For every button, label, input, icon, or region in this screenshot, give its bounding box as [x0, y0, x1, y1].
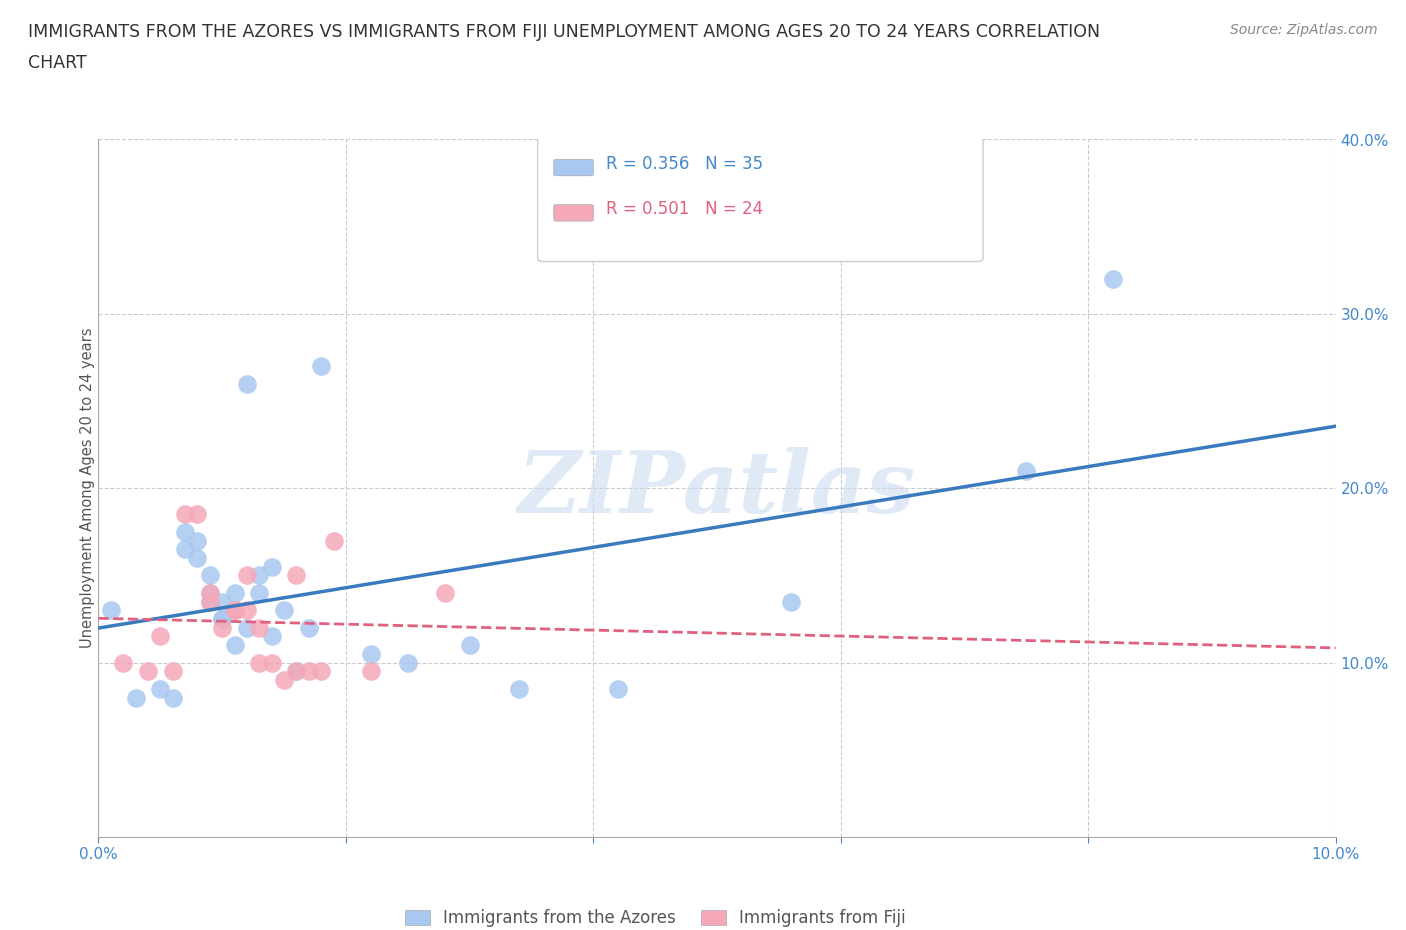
Point: [224, 586, 246, 601]
Text: IMMIGRANTS FROM THE AZORES VS IMMIGRANTS FROM FIJI UNEMPLOYMENT AMONG AGES 20 TO: IMMIGRANTS FROM THE AZORES VS IMMIGRANTS…: [28, 23, 1101, 41]
Point: [309, 664, 332, 679]
Point: [224, 603, 246, 618]
Point: [508, 682, 530, 697]
Point: [247, 655, 270, 670]
Text: Source: ZipAtlas.com: Source: ZipAtlas.com: [1230, 23, 1378, 37]
Point: [112, 655, 135, 670]
Point: [780, 594, 803, 609]
Point: [285, 568, 308, 583]
Point: [198, 586, 221, 601]
Point: [198, 594, 221, 609]
Point: [136, 664, 159, 679]
Point: [211, 620, 233, 635]
Point: [309, 359, 332, 374]
Point: [162, 690, 184, 705]
Point: [236, 603, 259, 618]
Point: [285, 664, 308, 679]
Point: [198, 594, 221, 609]
Point: [298, 620, 321, 635]
Point: [285, 664, 308, 679]
Text: CHART: CHART: [28, 54, 87, 72]
Point: [174, 507, 197, 522]
Point: [174, 525, 197, 539]
Point: [360, 664, 382, 679]
Point: [236, 568, 259, 583]
Point: [247, 568, 270, 583]
Point: [360, 646, 382, 661]
Point: [1015, 463, 1038, 478]
Point: [433, 586, 456, 601]
FancyBboxPatch shape: [554, 205, 593, 221]
FancyBboxPatch shape: [554, 159, 593, 176]
Point: [1102, 272, 1125, 286]
Y-axis label: Unemployment Among Ages 20 to 24 years: Unemployment Among Ages 20 to 24 years: [80, 328, 94, 648]
Point: [149, 682, 172, 697]
Point: [211, 594, 233, 609]
Point: [236, 376, 259, 391]
Point: [186, 551, 208, 565]
Point: [198, 568, 221, 583]
Point: [174, 542, 197, 557]
Point: [149, 629, 172, 644]
Point: [162, 664, 184, 679]
Point: [260, 655, 283, 670]
Point: [100, 603, 122, 618]
Point: [247, 586, 270, 601]
Point: [224, 603, 246, 618]
Point: [198, 586, 221, 601]
Point: [322, 533, 344, 548]
Point: [224, 638, 246, 653]
Point: [260, 559, 283, 574]
Point: [273, 603, 295, 618]
Point: [224, 603, 246, 618]
Point: [396, 655, 419, 670]
Text: R = 0.501   N = 24: R = 0.501 N = 24: [606, 200, 763, 219]
FancyBboxPatch shape: [537, 133, 983, 261]
Point: [298, 664, 321, 679]
Point: [124, 690, 146, 705]
Text: ZIPatlas: ZIPatlas: [517, 446, 917, 530]
Point: [247, 620, 270, 635]
Point: [273, 672, 295, 687]
Point: [186, 507, 208, 522]
Point: [260, 629, 283, 644]
Point: [186, 533, 208, 548]
Text: R = 0.356   N = 35: R = 0.356 N = 35: [606, 155, 763, 173]
Point: [607, 682, 630, 697]
Point: [211, 612, 233, 627]
Point: [458, 638, 481, 653]
Legend: Immigrants from the Azores, Immigrants from Fiji: Immigrants from the Azores, Immigrants f…: [396, 901, 914, 930]
Point: [211, 612, 233, 627]
Point: [236, 620, 259, 635]
